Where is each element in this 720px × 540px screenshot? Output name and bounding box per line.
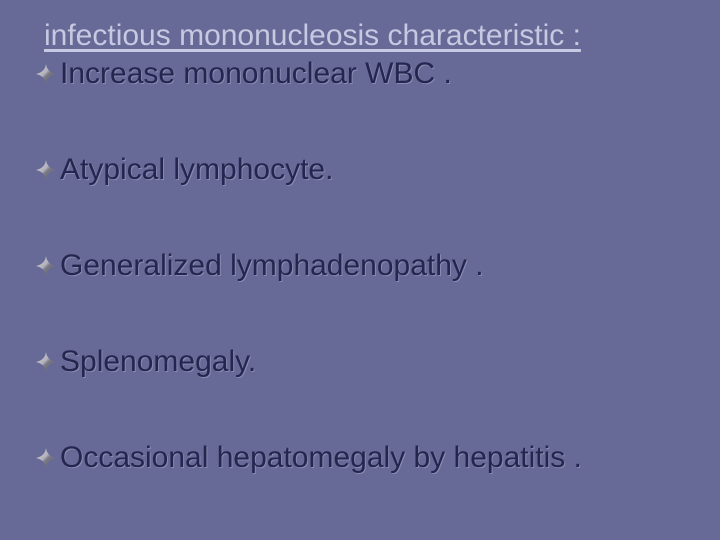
list-item: Occasional hepatomegaly by hepatitis . bbox=[36, 440, 706, 476]
diamond-bullet-icon bbox=[36, 448, 56, 468]
diamond-bullet-icon bbox=[36, 160, 56, 180]
diamond-bullet-icon bbox=[36, 64, 56, 84]
list-item-text: Splenomegaly. bbox=[60, 344, 256, 380]
list-item: Splenomegaly. bbox=[36, 344, 706, 380]
bullet-list: Increase mononuclear WBC . Atypical lymp… bbox=[44, 56, 706, 476]
diamond-bullet-icon bbox=[36, 352, 56, 372]
diamond-bullet-icon bbox=[36, 256, 56, 276]
list-item: Atypical lymphocyte. bbox=[36, 152, 706, 188]
list-item-text: Occasional hepatomegaly by hepatitis . bbox=[60, 440, 582, 476]
list-item-text: Increase mononuclear WBC . bbox=[60, 56, 452, 92]
list-item: Increase mononuclear WBC . bbox=[36, 56, 706, 92]
list-item-text: Generalized lymphadenopathy . bbox=[60, 248, 484, 284]
list-item: Generalized lymphadenopathy . bbox=[36, 248, 706, 284]
slide-title: infectious mononucleosis characteristic … bbox=[44, 18, 706, 54]
list-item-text: Atypical lymphocyte. bbox=[60, 152, 333, 188]
